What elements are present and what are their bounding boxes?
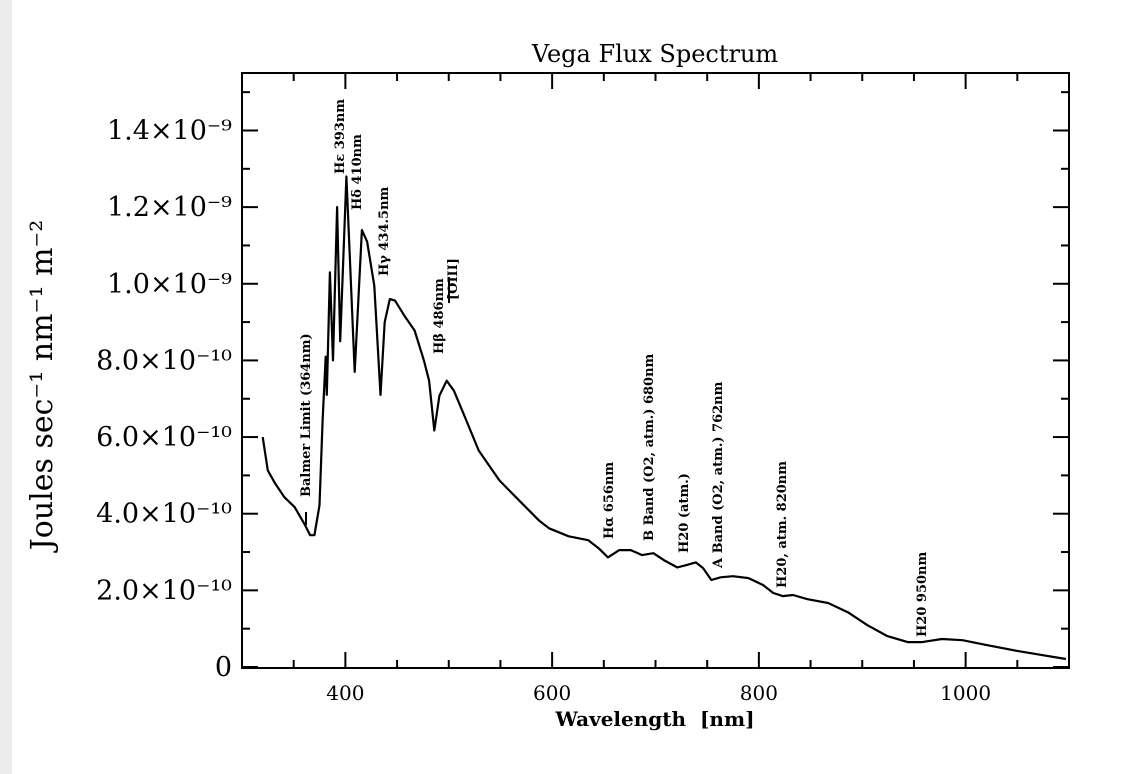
chart-title: Vega Flux Spectrum	[531, 40, 779, 68]
y-tick-label: 8.0×10⁻¹⁰	[96, 345, 232, 376]
annotation: Hγ 434.5nm	[377, 186, 392, 276]
annotation: H20 (atm.)	[677, 473, 692, 553]
y-tick-label: 6.0×10⁻¹⁰	[96, 422, 232, 453]
y-axis-label: Joules sec⁻¹ nm⁻¹ m⁻²	[25, 220, 60, 554]
annotation: H20, atm. 820nm	[775, 461, 790, 588]
annotation: Balmer Limit (364nm)	[299, 333, 314, 497]
annotation: Hδ 410nm	[350, 134, 365, 210]
annotation: A Band (O2, atm.) 762nm	[711, 381, 726, 569]
annotation: Hε 393nm	[333, 99, 348, 174]
annotation: B Band (O2, atm.) 680nm	[642, 353, 657, 541]
x-axis-label: Wavelength [nm]	[554, 707, 754, 731]
y-tick-label: 1.4×10⁻⁹	[107, 115, 232, 146]
annotation: Hα 656nm	[602, 462, 617, 539]
annotation: Hβ 486nm	[432, 278, 447, 354]
x-tick-label: 1000	[940, 681, 991, 705]
y-tick-label: 1.0×10⁻⁹	[107, 269, 232, 300]
x-tick-label: 600	[533, 681, 571, 705]
x-tick-label: 400	[326, 681, 364, 705]
y-tick-label: 1.2×10⁻⁹	[107, 192, 232, 223]
x-tick-label: 800	[740, 681, 778, 705]
y-tick-label: 4.0×10⁻¹⁰	[96, 499, 232, 530]
y-tick-label: 2.0×10⁻¹⁰	[96, 575, 232, 606]
spectrum-line	[261, 175, 1067, 661]
y-tick-label: 0	[215, 652, 232, 683]
annotation: H20 950nm	[915, 552, 930, 637]
window-edge	[0, 0, 12, 774]
annotation: [OIII]	[446, 258, 461, 300]
